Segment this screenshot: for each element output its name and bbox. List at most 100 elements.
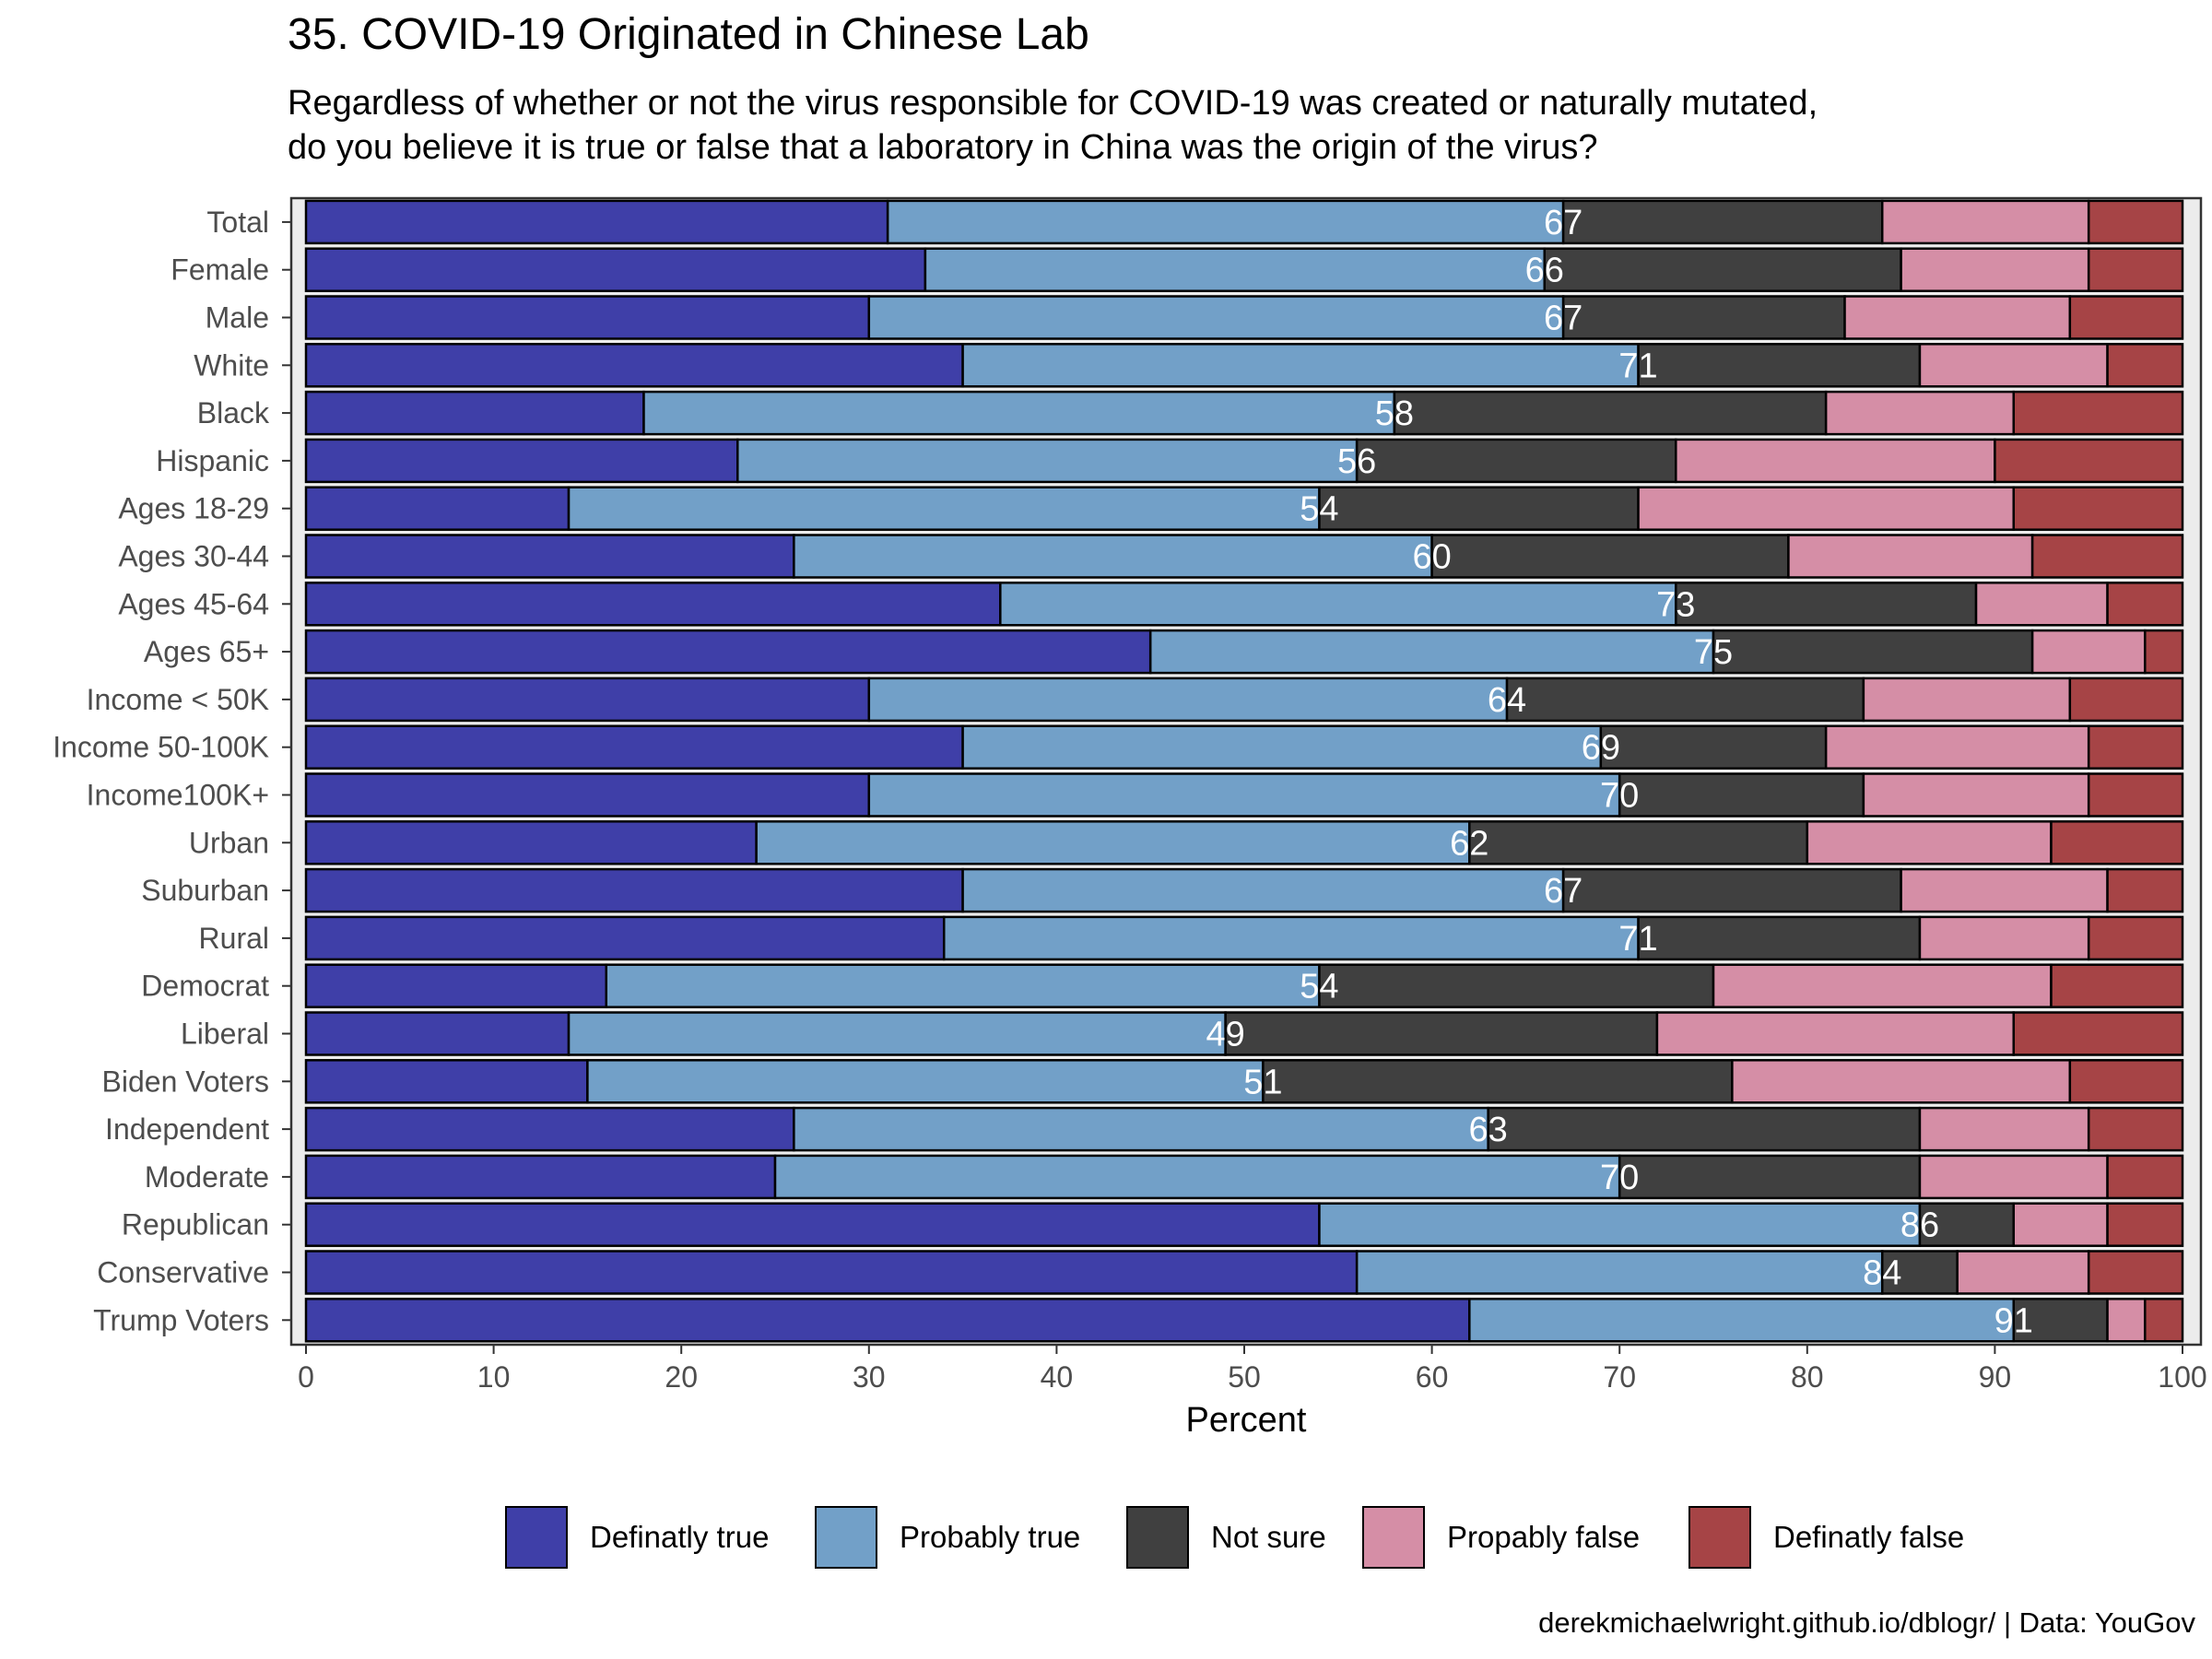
y-tick-label: Income < 50K — [87, 683, 269, 716]
bar-hispanic-propably-false — [1675, 438, 1996, 484]
bar-hispanic-probably-true — [736, 438, 1359, 484]
bar-rural-not-sure — [1637, 915, 1922, 961]
bar-total-definatly-false — [2087, 199, 2184, 245]
x-tick-label: 50 — [1228, 1360, 1261, 1394]
bar-liberal-definatly-false — [2012, 1011, 2184, 1056]
true-total-label: 66 — [1525, 252, 1564, 290]
x-axis-title: Percent — [1186, 1401, 1307, 1438]
bar-independent-probably-true — [793, 1106, 1489, 1152]
bar-trump-voters-not-sure — [2012, 1298, 2109, 1343]
bar-ages-30-44-definatly-true — [304, 534, 795, 579]
bar-independent-propably-false — [1918, 1106, 2090, 1152]
x-tick-label: 60 — [1416, 1360, 1449, 1394]
x-tick-label: 30 — [853, 1360, 886, 1394]
bar-rural-propably-false — [1918, 915, 2090, 961]
bar-ages-30-44-probably-true — [793, 534, 1433, 579]
y-tick-label: Ages 65+ — [144, 635, 269, 668]
bar-black-probably-true — [642, 390, 1396, 436]
subtitle-line-2: do you believe it is true or false that … — [288, 128, 1598, 167]
x-tick-label: 80 — [1791, 1360, 1824, 1394]
legend-label: Definatly false — [1773, 1520, 1965, 1554]
bar-female-propably-false — [1900, 247, 2090, 292]
bar-urban-probably-true — [755, 820, 1471, 865]
bar-income-50-100k-definatly-true — [304, 724, 964, 770]
bar-ages-30-44-not-sure — [1430, 534, 1790, 579]
bar-conservative-propably-false — [1956, 1250, 2090, 1295]
bar-ages-18-29-definatly-true — [304, 486, 571, 531]
plot-background — [291, 198, 2201, 1345]
y-tick-label: Liberal — [181, 1018, 269, 1051]
bar-ages-45-64-propably-false — [1974, 582, 2109, 627]
bar-suburban-definatly-false — [2106, 867, 2184, 913]
bar-income100k-definatly-true — [304, 772, 871, 818]
bar-ages-45-64-definatly-false — [2106, 582, 2184, 627]
bar-liberal-propably-false — [1655, 1011, 2016, 1056]
bar-white-not-sure — [1637, 343, 1922, 388]
bar-female-not-sure — [1543, 247, 1902, 292]
x-tick-label: 10 — [477, 1360, 511, 1394]
bar-suburban-not-sure — [1561, 867, 1902, 913]
bar-republican-definatly-false — [2106, 1202, 2184, 1247]
bar-ages-18-29-propably-false — [1637, 486, 2016, 531]
legend-item-definatly-true: Definatly true — [505, 1504, 769, 1571]
bar-independent-definatly-true — [304, 1106, 795, 1152]
bar-income-50-100k-probably-true — [961, 724, 1603, 770]
bar-moderate-definatly-false — [2106, 1154, 2184, 1200]
bar-white-probably-true — [961, 343, 1640, 388]
bar-female-definatly-false — [2087, 247, 2184, 292]
true-total-label: 71 — [1618, 347, 1657, 385]
bar-income-50-100k-definatly-false — [2087, 724, 2184, 770]
bars-layer — [304, 199, 2184, 1343]
true-total-label: 64 — [1488, 681, 1526, 720]
bar-male-definatly-false — [2068, 295, 2184, 340]
bar-republican-probably-true — [1318, 1202, 1922, 1247]
bar-conservative-definatly-false — [2087, 1250, 2184, 1295]
bar-rural-definatly-false — [2087, 915, 2184, 961]
legend-key — [815, 1506, 877, 1569]
legend-key — [1688, 1506, 1751, 1569]
bar-income-50k-definatly-true — [304, 677, 871, 723]
true-total-label: 67 — [1544, 300, 1583, 338]
bar-income-50k-propably-false — [1862, 677, 2072, 723]
true-total-label: 84 — [1863, 1254, 1901, 1293]
bar-ages-30-44-definatly-false — [2030, 534, 2184, 579]
bar-income-50k-not-sure — [1505, 677, 1865, 723]
bar-ages-18-29-probably-true — [567, 486, 1321, 531]
y-tick-label: White — [194, 348, 269, 382]
true-total-label: 67 — [1544, 204, 1583, 242]
bar-biden-voters-propably-false — [1731, 1059, 2072, 1104]
x-tick-label: 70 — [1603, 1360, 1636, 1394]
bar-total-definatly-true — [304, 199, 889, 245]
bar-rural-definatly-true — [304, 915, 946, 961]
bar-urban-propably-false — [1806, 820, 2053, 865]
true-total-label: 75 — [1694, 633, 1733, 672]
true-total-label: 86 — [1900, 1206, 1939, 1245]
bar-moderate-definatly-true — [304, 1154, 777, 1200]
legend-item-propably-false: Propably false — [1362, 1504, 1640, 1571]
bar-black-not-sure — [1393, 390, 1828, 436]
bar-conservative-not-sure — [1880, 1250, 1959, 1295]
bar-ages-65-definatly-false — [2144, 629, 2184, 675]
y-tick-label: Female — [171, 253, 269, 287]
bar-trump-voters-definatly-true — [304, 1298, 1471, 1343]
bar-suburban-definatly-true — [304, 867, 964, 913]
true-total-label: 51 — [1243, 1063, 1282, 1101]
y-tick-label: Suburban — [141, 874, 269, 907]
true-total-label: 91 — [1994, 1301, 2033, 1340]
bar-biden-voters-definatly-false — [2068, 1059, 2184, 1104]
bar-independent-definatly-false — [2087, 1106, 2184, 1152]
bar-trump-voters-propably-false — [2106, 1298, 2147, 1343]
bar-republican-definatly-true — [304, 1202, 1321, 1247]
y-tick-label: Ages 30-44 — [118, 540, 269, 573]
true-total-label: 70 — [1600, 1159, 1639, 1197]
y-tick-label: Trump Voters — [93, 1303, 269, 1336]
bar-democrat-definatly-true — [304, 963, 608, 1008]
y-tick-label: Ages 18-29 — [118, 492, 269, 525]
legend-item-definatly-false: Definatly false — [1688, 1504, 1964, 1571]
true-total-label: 67 — [1544, 872, 1583, 911]
bar-ages-65-propably-false — [2030, 629, 2147, 675]
bar-income-50-100k-not-sure — [1599, 724, 1828, 770]
true-total-label: 54 — [1300, 490, 1338, 529]
y-tick-label: Rural — [199, 922, 269, 955]
true-total-label: 73 — [1656, 585, 1695, 624]
